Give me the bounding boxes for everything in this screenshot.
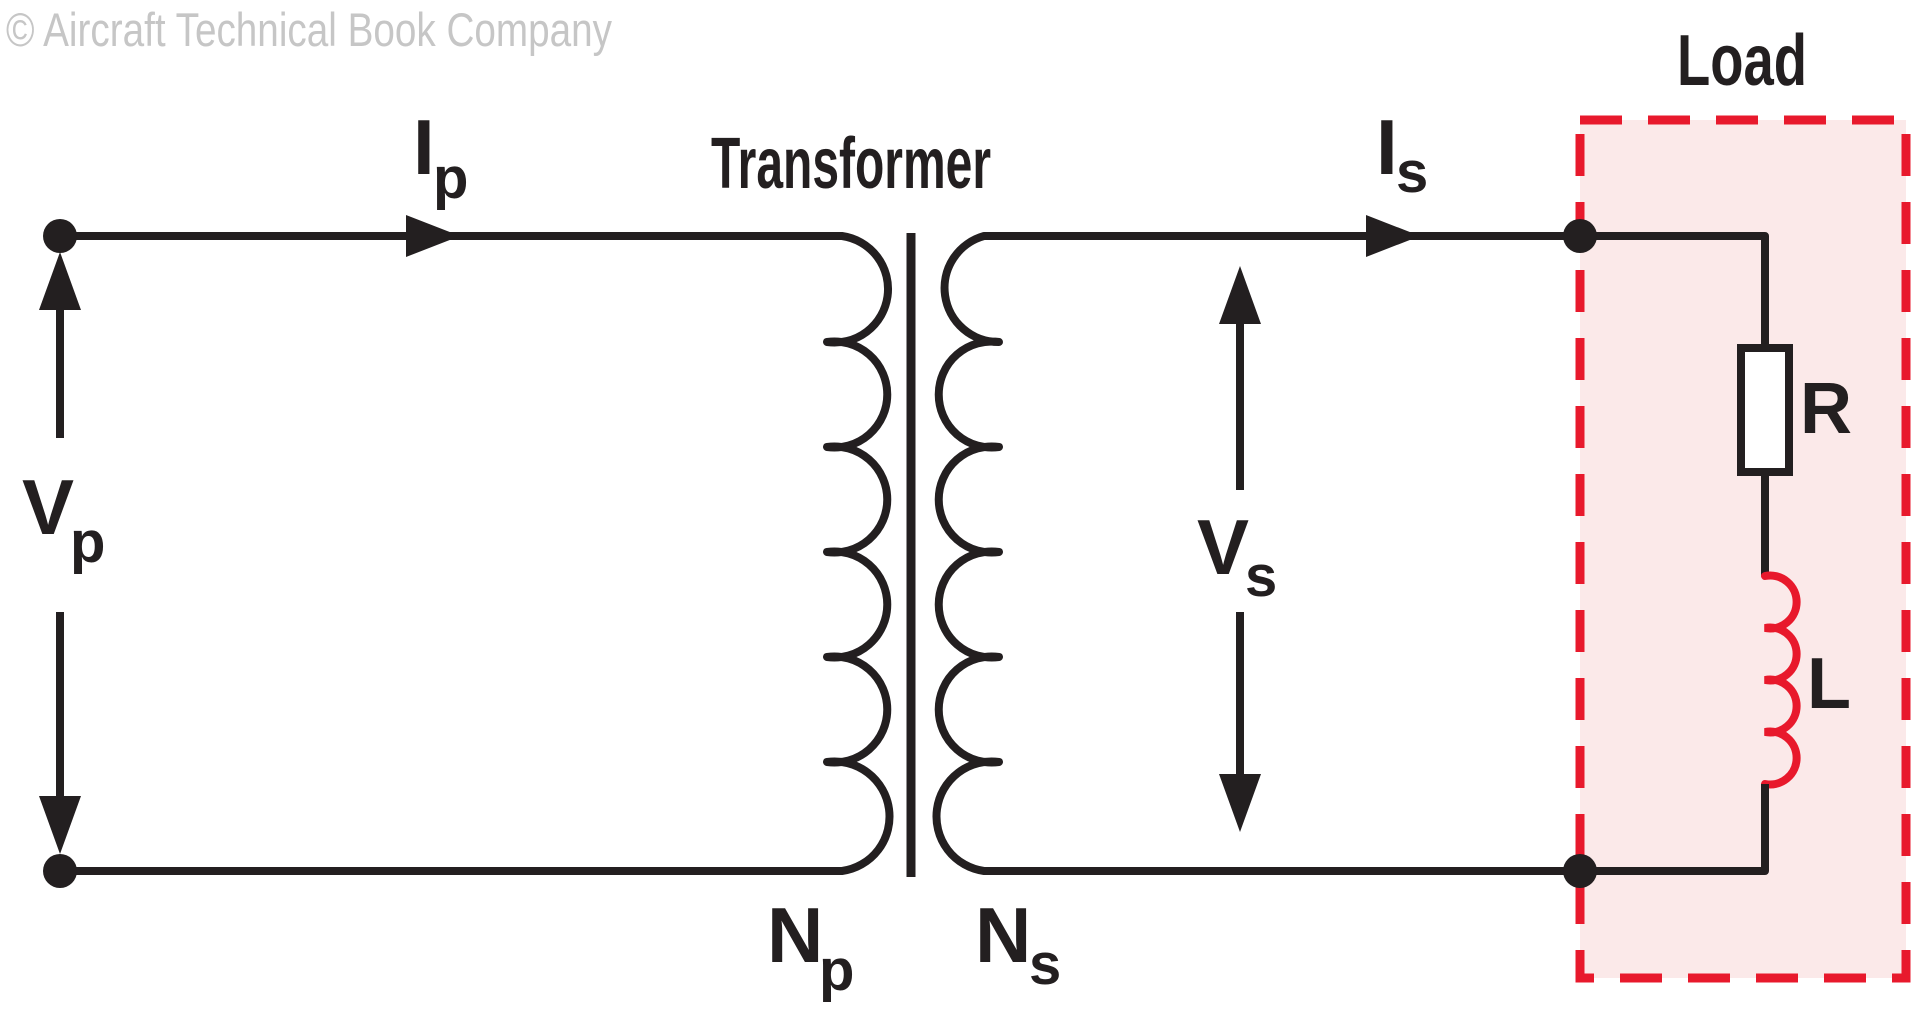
load-bottom-wire — [1580, 784, 1769, 875]
primary-current-label: I p — [413, 103, 468, 211]
secondary-current-arrow-icon — [1366, 215, 1420, 257]
primary-top-terminal-dot — [43, 219, 77, 253]
primary-circuit-wire — [60, 232, 894, 875]
primary-current-arrow-icon — [406, 215, 460, 257]
load-dashed-box — [1575, 115, 1911, 983]
secondary-voltage-label: V s — [1197, 503, 1277, 609]
primary-voltage-label: V p — [22, 463, 105, 575]
vs-label-base: V — [1197, 503, 1249, 591]
vs-down-arrowhead-icon — [1219, 774, 1261, 832]
secondary-turns-label: N s — [975, 891, 1061, 997]
ns-label-base: N — [975, 891, 1031, 979]
vp-label-base: V — [22, 463, 74, 551]
primary-bottom-terminal-dot — [43, 854, 77, 888]
is-label-sub: s — [1396, 140, 1428, 205]
secondary-bottom-terminal-dot — [1563, 854, 1597, 888]
vp-label-sub: p — [70, 510, 105, 575]
resistor-label: R — [1800, 369, 1852, 449]
is-label-base: I — [1376, 103, 1398, 191]
secondary-top-terminal-dot — [1563, 219, 1597, 253]
vp-down-arrowhead-icon — [39, 796, 81, 854]
load-title: Load — [1677, 21, 1807, 101]
ip-label-sub: p — [433, 146, 468, 211]
ip-label-base: I — [413, 103, 435, 191]
inductor-label: L — [1807, 644, 1851, 724]
vp-up-arrowhead-icon — [39, 252, 81, 310]
np-label-base: N — [767, 891, 823, 979]
primary-turns-label: N p — [767, 891, 854, 1003]
ns-label-sub: s — [1029, 932, 1061, 997]
vs-label-sub: s — [1245, 544, 1277, 609]
secondary-voltage-arrow-icon — [1219, 266, 1261, 832]
vs-up-arrowhead-icon — [1219, 266, 1261, 324]
primary-voltage-arrow-icon — [39, 252, 81, 854]
resistor-icon — [1737, 344, 1793, 476]
np-label-sub: p — [819, 938, 854, 1003]
diagram-title: Transformer — [711, 124, 991, 204]
copyright-watermark: © Aircraft Technical Book Company — [6, 3, 612, 56]
secondary-circuit-wire — [932, 232, 1580, 875]
inductor-icon — [1761, 571, 1801, 789]
secondary-current-label: I s — [1376, 103, 1428, 205]
load-top-wire — [1580, 232, 1769, 348]
